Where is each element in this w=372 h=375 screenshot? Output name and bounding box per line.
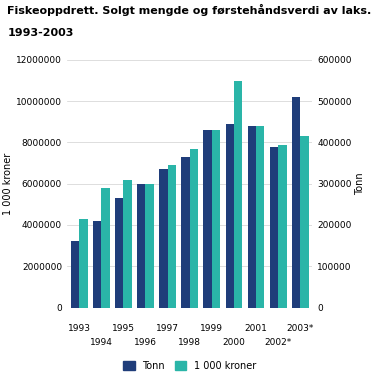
Bar [71,242,79,308]
Bar [300,136,309,308]
Text: 2002*: 2002* [264,338,292,347]
Bar [101,188,110,308]
Legend: Tonn, 1 000 kroner: Tonn, 1 000 kroner [119,357,260,375]
Text: 2003*: 2003* [287,324,314,333]
Bar [115,198,124,308]
Text: 2000: 2000 [222,338,246,347]
Bar [256,126,264,308]
Bar [270,147,278,308]
Text: 1994: 1994 [90,338,113,347]
Bar [137,184,145,308]
Bar [159,169,168,308]
Bar [225,124,234,308]
Bar [248,126,256,308]
Text: 1999: 1999 [201,324,223,333]
Text: 1995: 1995 [112,324,135,333]
Bar [234,81,243,308]
Bar [212,130,220,308]
Text: Fiskeoppdrett. Solgt mengde og førstehåndsverdi av laks.: Fiskeoppdrett. Solgt mengde og førstehån… [7,4,372,16]
Bar [203,130,212,308]
Bar [278,144,286,308]
Bar [168,165,176,308]
Bar [292,97,300,308]
Text: 2001: 2001 [245,324,267,333]
Text: 1993: 1993 [68,324,91,333]
Bar [93,221,101,308]
Y-axis label: Tonn: Tonn [355,172,365,195]
Y-axis label: 1 000 kroner: 1 000 kroner [3,153,13,215]
Bar [79,219,87,308]
Text: 1993-2003: 1993-2003 [7,28,74,38]
Text: 1997: 1997 [156,324,179,333]
Bar [181,157,190,308]
Text: 1996: 1996 [134,338,157,347]
Bar [190,148,198,308]
Bar [145,184,154,308]
Text: 1998: 1998 [178,338,201,347]
Bar [124,180,132,308]
